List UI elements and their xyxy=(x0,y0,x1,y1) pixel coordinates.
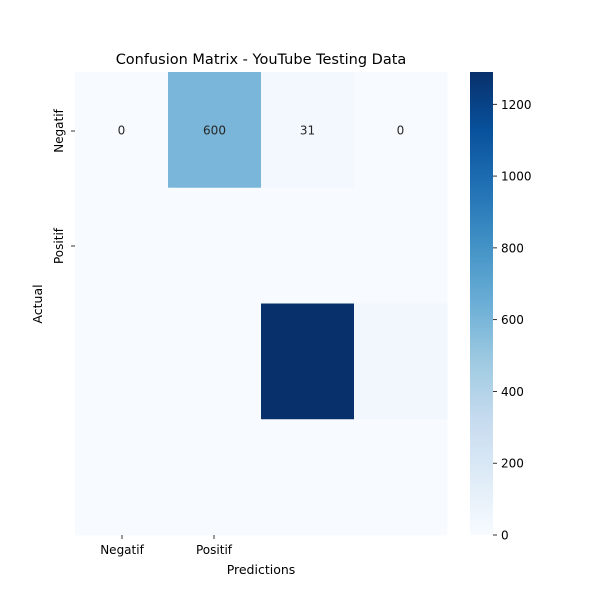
heatmap-cell-r3-c0 xyxy=(75,419,169,536)
y-axis-ticks: Negatif Positif xyxy=(52,108,75,264)
colorbar-ticks: 0 200 400 600 800 1000 1200 xyxy=(493,98,532,543)
heatmap-cell-r2-c3 xyxy=(354,303,448,420)
heatmap-cell-r3-c2 xyxy=(261,419,355,536)
colorbar-tick-label-200: 200 xyxy=(501,457,524,471)
cell-annotation-r0-c3: 0 xyxy=(397,123,405,137)
heatmap-cell-r2-c2 xyxy=(261,303,355,420)
heatmap-cell-r0-c2 xyxy=(261,72,355,189)
cell-annotation-r0-c1: 600 xyxy=(203,123,226,137)
y-axis-label: Actual xyxy=(30,284,45,323)
x-axis-ticks: Negatif Positif xyxy=(100,535,233,557)
colorbar-tick-label-0: 0 xyxy=(501,529,509,543)
cell-annotation-r0-c2: 31 xyxy=(300,123,315,137)
colorbar-tick-label-1200: 1200 xyxy=(501,98,532,112)
colorbar-gradient xyxy=(470,72,493,535)
heatmap-cell-r1-c1 xyxy=(168,187,262,304)
heatmap-cells xyxy=(75,72,448,536)
heatmap-cell-r0-c3 xyxy=(354,72,448,189)
cell-annotation-r0-c0: 0 xyxy=(118,123,126,137)
y-tick-label-positif: Positif xyxy=(52,227,66,264)
x-tick-label-negatif: Negatif xyxy=(100,543,144,557)
colorbar-tick-label-400: 400 xyxy=(501,385,524,399)
colorbar-tick-label-1000: 1000 xyxy=(501,170,532,184)
heatmap-cell-r2-c1 xyxy=(168,303,262,420)
heatmap-cell-r3-c3 xyxy=(354,419,448,536)
heatmap-cell-r1-c3 xyxy=(354,187,448,304)
heatmap-cell-r0-c1 xyxy=(168,72,262,189)
y-tick-label-negatif: Negatif xyxy=(52,108,66,152)
x-axis-label: Predictions xyxy=(227,562,296,577)
heatmap-cell-r1-c0 xyxy=(75,187,169,304)
heatmap-cell-r0-c0 xyxy=(75,72,169,189)
colorbar-tick-label-600: 600 xyxy=(501,313,524,327)
colorbar: 0 200 400 600 800 1000 1200 xyxy=(470,72,532,543)
chart-title: Confusion Matrix - YouTube Testing Data xyxy=(116,52,407,68)
cell-annotations: 0 600 31 0 xyxy=(118,123,405,137)
heatmap-cell-r3-c1 xyxy=(168,419,262,536)
heatmap-cell-r1-c2 xyxy=(261,187,355,304)
heatmap-cell-r2-c0 xyxy=(75,303,169,420)
x-tick-label-positif: Positif xyxy=(196,543,233,557)
colorbar-tick-label-800: 800 xyxy=(501,241,524,255)
